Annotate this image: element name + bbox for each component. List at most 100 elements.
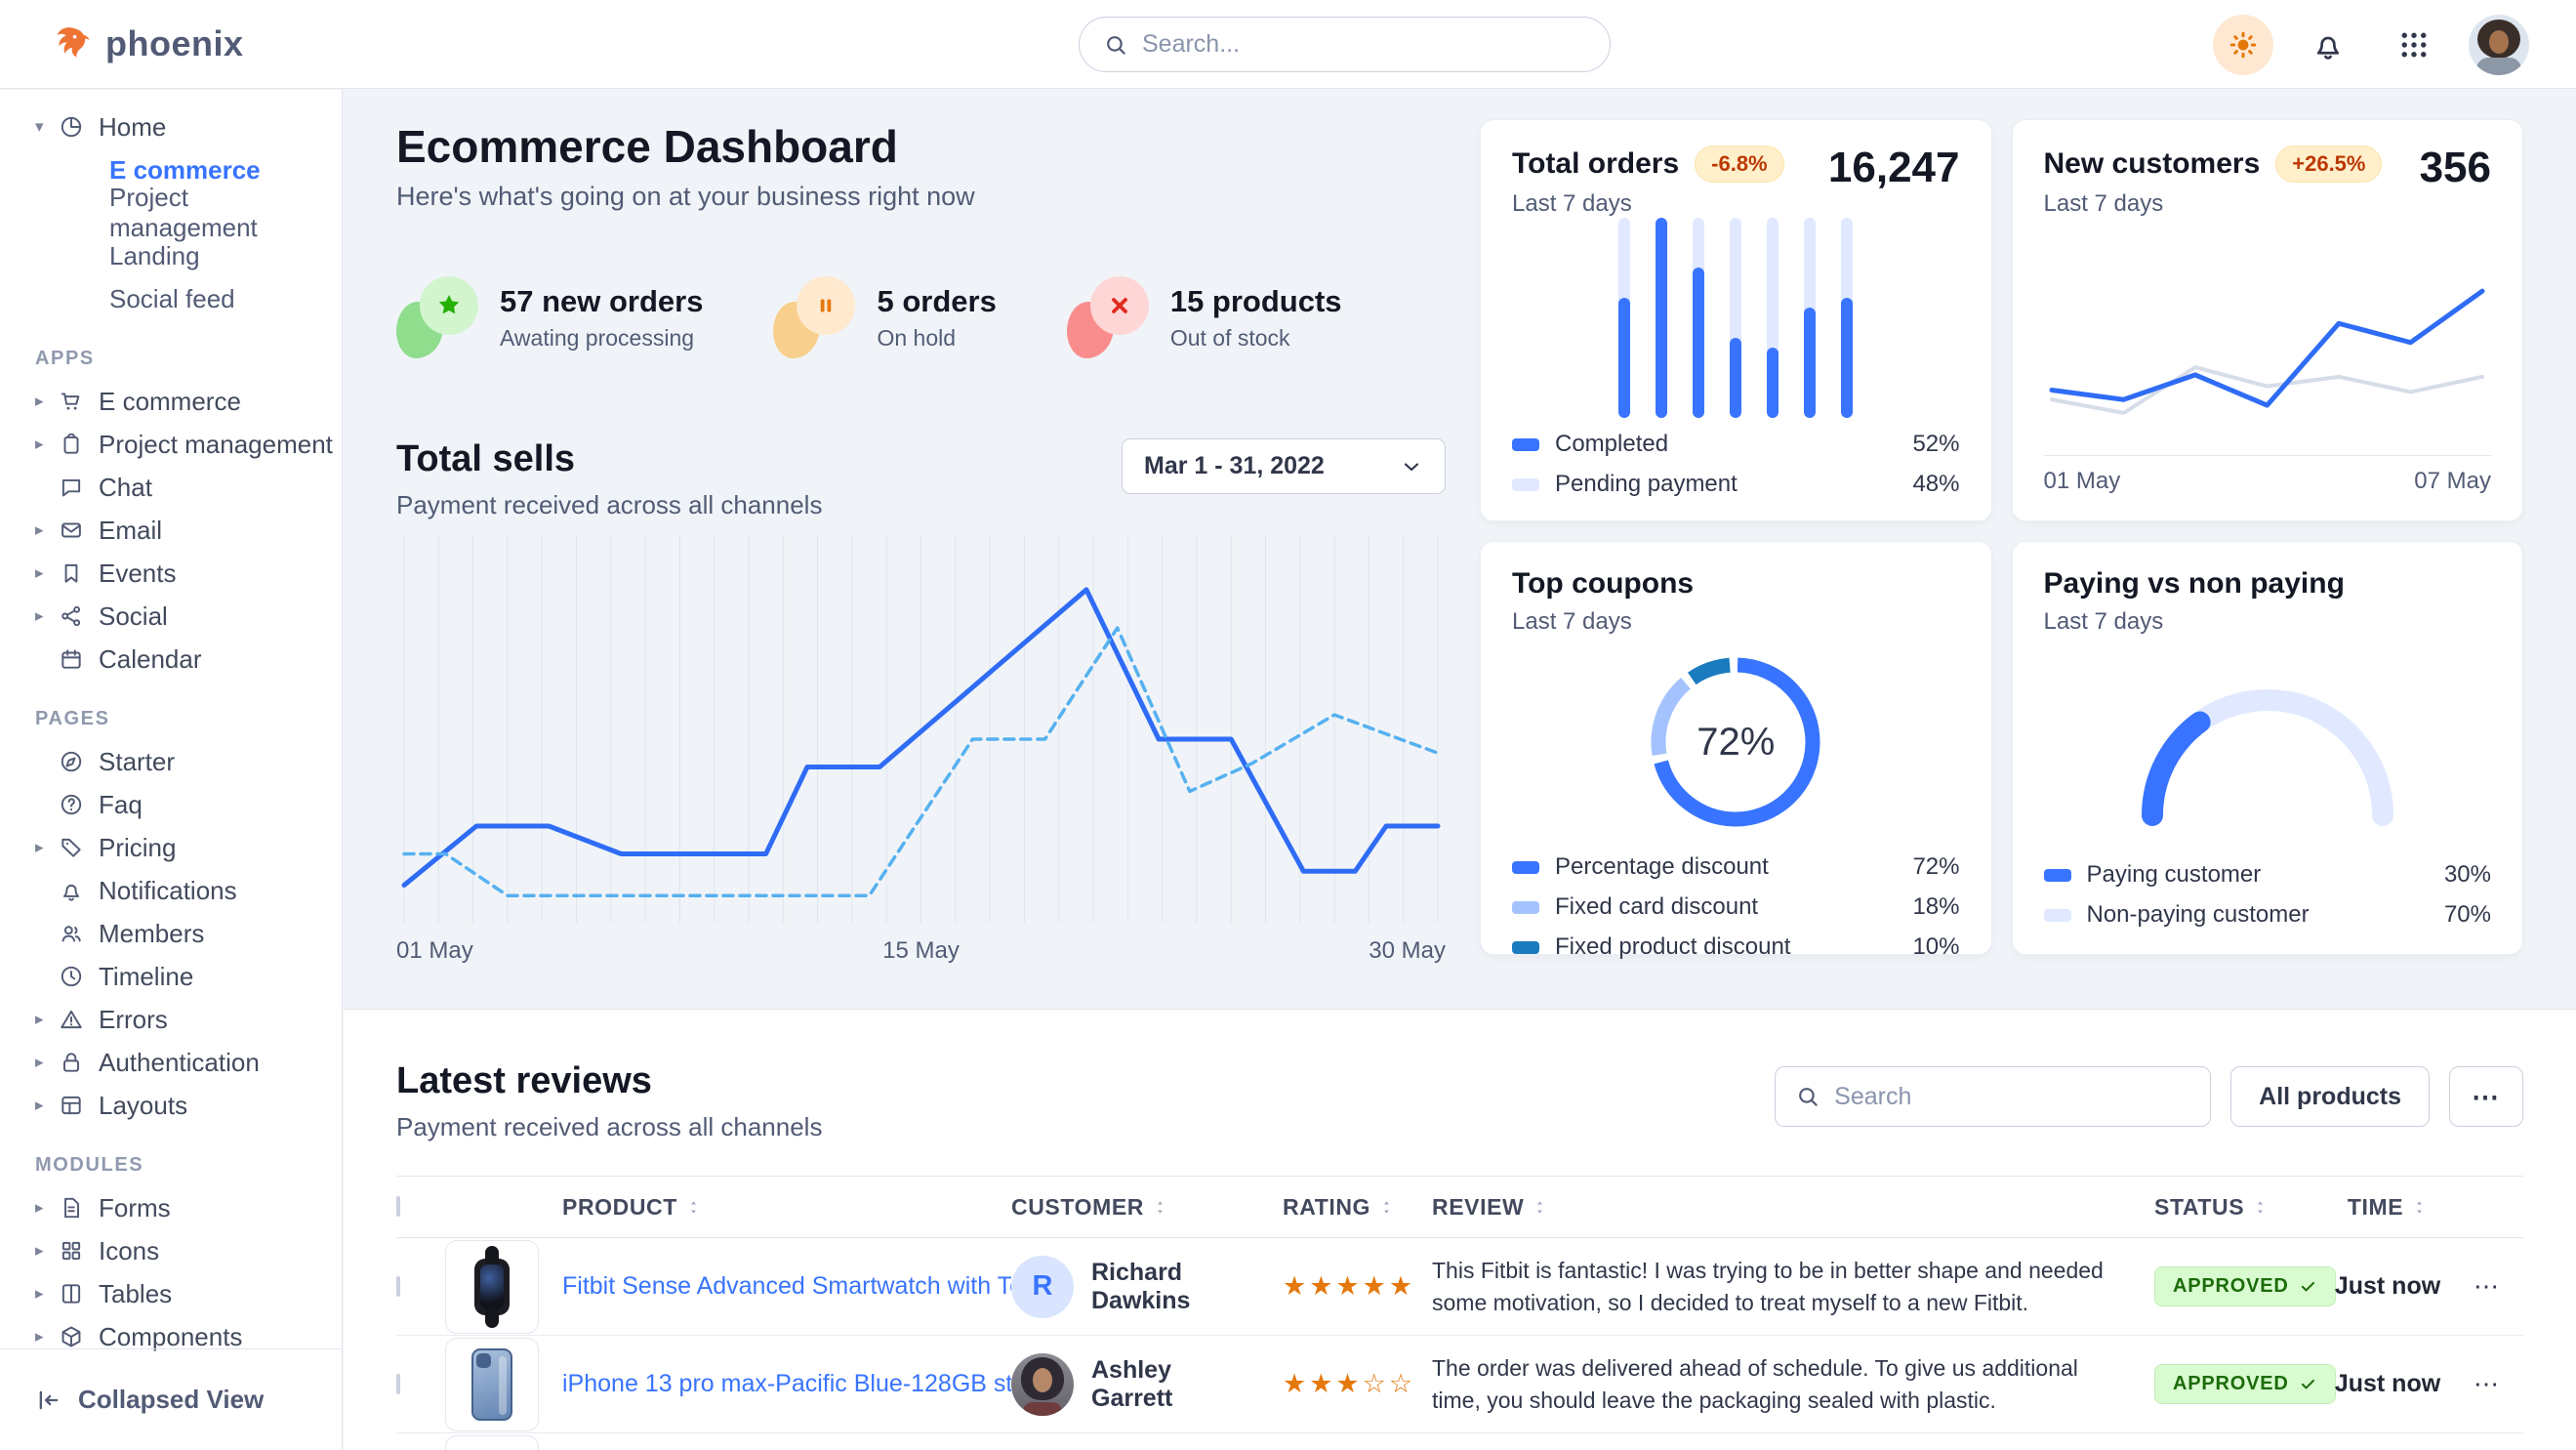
column-product[interactable]: PRODUCT xyxy=(562,1194,1011,1221)
lock-icon xyxy=(59,1050,84,1075)
reviews-title: Latest reviews xyxy=(396,1060,652,1101)
new-customers-chart: 01 May 07 May xyxy=(2043,235,2491,495)
sidebar-subitem-landing[interactable]: Landing xyxy=(109,240,200,270)
reviews-search[interactable] xyxy=(1775,1066,2212,1127)
pause-icon xyxy=(811,291,840,320)
sidebar-item-e-commerce[interactable]: ▸ E commerce xyxy=(0,380,342,423)
select-all-checkbox[interactable] xyxy=(396,1196,400,1217)
page-title: Ecommerce Dashboard xyxy=(396,121,898,172)
global-search-input[interactable] xyxy=(1142,30,1586,59)
sidebar-item-timeline[interactable]: Timeline xyxy=(0,955,342,998)
legend-item-completed: Completed 52% xyxy=(1512,431,1960,458)
caret-right-icon: ▸ xyxy=(35,520,44,539)
sidebar-subitem-project-management[interactable]: Project management xyxy=(109,183,258,242)
column-rating[interactable]: RATING xyxy=(1255,1194,1416,1221)
sidebar-item-events[interactable]: ▸ Events xyxy=(0,552,342,595)
card-title: Total orders xyxy=(1512,147,1680,180)
sidebar-subitem-e-commerce[interactable]: E commerce xyxy=(109,154,261,185)
stat-value: 5 orders xyxy=(877,283,997,318)
sidebar-item-notifications[interactable]: Notifications xyxy=(0,869,342,912)
sidebar-item-label: Email xyxy=(99,515,163,545)
tag-icon xyxy=(59,835,84,860)
date-range-select[interactable]: Mar 1 - 31, 2022 xyxy=(1122,438,1446,494)
sidebar-item-tables[interactable]: ▸ Tables xyxy=(0,1272,342,1315)
logo[interactable]: phoenix xyxy=(0,22,343,65)
bell-icon xyxy=(59,878,84,903)
row-actions-button[interactable]: ⋯ xyxy=(2474,1271,2501,1301)
reviews-more-button[interactable]: ⋯ xyxy=(2449,1066,2523,1127)
caret-right-icon: ▸ xyxy=(35,392,44,410)
sidebar-item-forms[interactable]: ▸ Forms xyxy=(0,1186,342,1229)
reviews-table-header: PRODUCT CUSTOMER RATING REVIEW STATUS TI… xyxy=(396,1176,2523,1238)
sidebar-item-label: Starter xyxy=(99,746,176,776)
change-badge: +26.5% xyxy=(2275,145,2383,183)
column-customer[interactable]: CUSTOMER xyxy=(1011,1194,1255,1221)
sidebar-item-chat[interactable]: Chat xyxy=(0,466,342,509)
sidebar-item-label: Components xyxy=(99,1321,243,1351)
sidebar-item-calendar[interactable]: Calendar xyxy=(0,638,342,681)
sidebar-item-label: Calendar xyxy=(99,643,202,674)
legend-swatch xyxy=(1512,900,1539,914)
column-time[interactable]: TIME xyxy=(2324,1194,2451,1221)
total-sells-title: Total sells xyxy=(396,438,576,479)
global-search[interactable] xyxy=(1079,17,1611,72)
legend-swatch xyxy=(1512,940,1539,954)
sidebar-item-components[interactable]: ▸ Components xyxy=(0,1315,342,1358)
reviews-search-input[interactable] xyxy=(1834,1082,2191,1111)
card-title: New customers xyxy=(2043,147,2261,180)
reviews-table-body: Fitbit Sense Advanced Smartwatch with To… xyxy=(396,1238,2523,1450)
rating-stars: ★★★★★ xyxy=(1283,1271,1416,1301)
sidebar-item-pricing[interactable]: ▸ Pricing xyxy=(0,826,342,869)
row-actions-button[interactable]: ⋯ xyxy=(2474,1369,2501,1398)
column-review[interactable]: REVIEW xyxy=(1416,1194,2139,1221)
review-time: Just now xyxy=(2334,1370,2441,1397)
total-orders-legend: Completed 52% Pending payment 48% xyxy=(1512,418,1960,498)
stat-orders-on-hold: 5 orders On hold xyxy=(773,276,997,358)
caret-down-icon: ▾ xyxy=(35,117,44,136)
sidebar-item-label: Home xyxy=(99,111,167,142)
out-of-stock-icon xyxy=(1066,276,1149,358)
sidebar-item-authentication[interactable]: ▸ Authentication xyxy=(0,1041,342,1084)
search-icon xyxy=(1795,1084,1820,1109)
caret-right-icon: ▸ xyxy=(35,1327,44,1346)
sidebar-item-home[interactable]: ▾ Home xyxy=(0,105,342,148)
row-checkbox[interactable] xyxy=(396,1373,400,1394)
x-tick: 01 May xyxy=(396,937,473,964)
sidebar-subitem-social-feed[interactable]: Social feed xyxy=(109,283,235,313)
layout-icon xyxy=(59,1093,84,1118)
status-badge: APPROVED xyxy=(2154,1266,2336,1306)
sidebar-item-starter[interactable]: Starter xyxy=(0,740,342,783)
sidebar-item-layouts[interactable]: ▸ Layouts xyxy=(0,1084,342,1127)
legend-item-fixed-product-discount: Fixed product discount 10% xyxy=(1512,933,1960,961)
sidebar-item-label: Authentication xyxy=(99,1047,260,1077)
product-thumbnail xyxy=(445,1434,539,1450)
row-checkbox[interactable] xyxy=(396,1275,400,1297)
collapse-sidebar-button[interactable]: Collapsed View xyxy=(0,1348,342,1450)
sidebar-item-email[interactable]: ▸ Email xyxy=(0,509,342,552)
sidebar-item-social[interactable]: ▸ Social xyxy=(0,595,342,638)
sidebar-item-label: Forms xyxy=(99,1192,171,1222)
cart-icon xyxy=(59,389,84,414)
column-status[interactable]: STATUS xyxy=(2139,1194,2324,1221)
notifications-button[interactable] xyxy=(2297,14,2359,76)
stat-sub: Awating processing xyxy=(500,324,695,351)
sidebar-item-faq[interactable]: Faq xyxy=(0,783,342,826)
product-link[interactable]: Fitbit Sense Advanced Smartwatch with To… xyxy=(562,1272,1011,1300)
sidebar-item-icons[interactable]: ▸ Icons xyxy=(0,1229,342,1272)
sidebar-item-project-management[interactable]: ▸ Project management xyxy=(0,423,342,466)
top-coupons-donut-chart: 72% xyxy=(1643,649,1828,835)
theme-toggle-button[interactable] xyxy=(2213,14,2273,75)
sidebar-item-members[interactable]: Members xyxy=(0,912,342,955)
legend-label: Paying customer xyxy=(2086,861,2262,888)
apps-menu-button[interactable] xyxy=(2383,14,2445,76)
sidebar-item-errors[interactable]: ▸ Errors xyxy=(0,998,342,1041)
sidebar-item-label: Social xyxy=(99,601,168,631)
clock-icon xyxy=(59,964,84,989)
grid-icon xyxy=(2396,27,2432,62)
all-products-button[interactable]: All products xyxy=(2230,1066,2430,1127)
user-avatar[interactable] xyxy=(2469,14,2529,75)
legend-value: 70% xyxy=(2443,901,2491,928)
order-stats: 57 new orders Awating processing 5 orders… xyxy=(396,276,1446,358)
product-link[interactable]: iPhone 13 pro max-Pacific Blue-128GB sto… xyxy=(562,1370,1011,1397)
